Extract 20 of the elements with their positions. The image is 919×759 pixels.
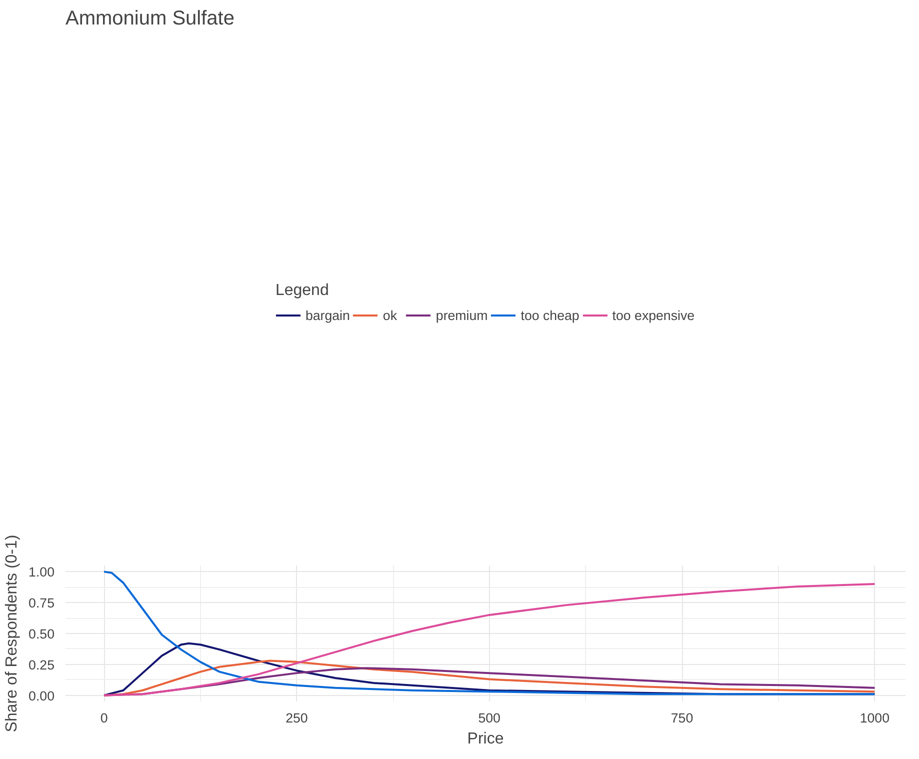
y-tick-label: 0.50 — [28, 626, 55, 642]
line-series — [103, 660, 876, 696]
legend-label: too expensive — [612, 308, 695, 322]
chart-title: Ammonium Sulfate — [66, 8, 234, 30]
y-tick-label: 0.75 — [28, 596, 55, 611]
legend-label: bargain — [305, 308, 350, 322]
legend-label: too cheap — [520, 308, 580, 322]
x-tick-label: 250 — [286, 710, 308, 726]
x-tick-label: 1000 — [860, 710, 890, 726]
x-tick-label: 750 — [670, 710, 694, 726]
legend-label: ok — [382, 308, 398, 322]
legend-title: Legend — [275, 282, 330, 300]
y-axis-title: Share of Respondents (0-1) — [4, 534, 21, 732]
x-tick-label: 0 — [100, 710, 108, 726]
x-axis-title: Price — [467, 730, 504, 748]
y-tick-label: 0.25 — [28, 657, 55, 672]
x-tick-label: 500 — [478, 710, 500, 726]
legend-label: premium — [436, 308, 488, 322]
y-tick-label: 1.00 — [28, 564, 55, 580]
y-tick-label: 0.00 — [28, 688, 55, 704]
